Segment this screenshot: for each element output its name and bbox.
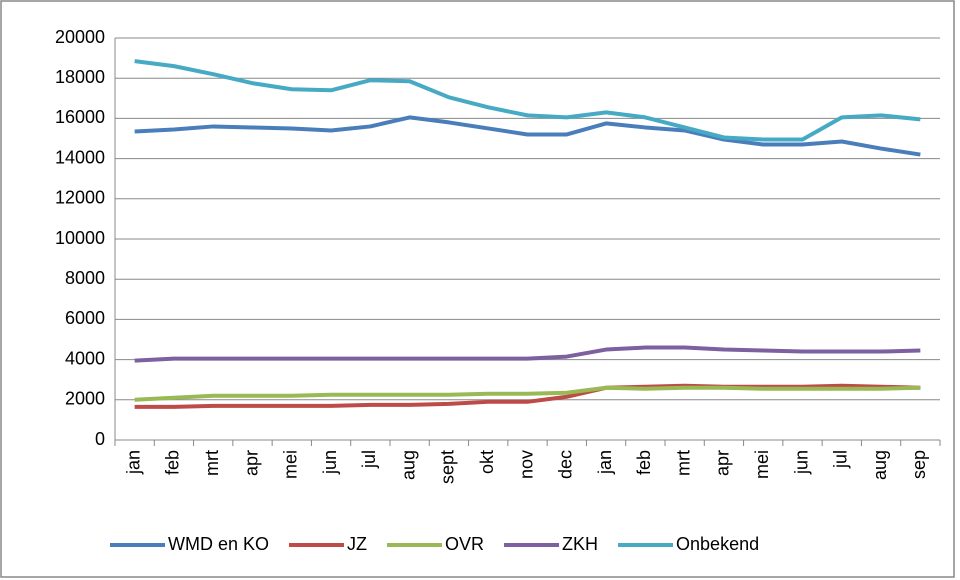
x-tick-label: jul (359, 450, 379, 469)
legend-label: Onbekend (676, 534, 759, 554)
x-tick-label: mei (281, 450, 301, 479)
x-tick-label: jan (595, 450, 615, 475)
x-tick-label: okt (477, 450, 497, 474)
y-tick-label: 18000 (55, 67, 105, 87)
x-tick-label: feb (163, 450, 183, 475)
y-tick-label: 0 (95, 429, 105, 449)
legend-label: OVR (445, 534, 484, 554)
legend-label: ZKH (562, 534, 598, 554)
series-line (134, 115, 921, 157)
x-tick-label: mei (752, 450, 772, 479)
y-tick-label: 12000 (55, 188, 105, 208)
x-tick-label: mrt (202, 450, 222, 476)
x-tick-label: sept (438, 450, 458, 484)
x-tick-label: apr (713, 450, 733, 476)
x-tick-label: aug (398, 450, 418, 480)
legend-label: JZ (347, 534, 367, 554)
x-tick-label: jan (123, 450, 143, 475)
y-tick-label: 10000 (55, 228, 105, 248)
x-tick-label: nov (516, 450, 536, 479)
x-tick-label: jun (320, 450, 340, 475)
x-tick-label: apr (241, 450, 261, 476)
x-tick-label: mrt (673, 450, 693, 476)
series-line (134, 385, 921, 402)
y-tick-label: 8000 (65, 268, 105, 288)
x-tick-label: aug (870, 450, 890, 480)
y-tick-label: 20000 (55, 27, 105, 47)
x-tick-label: sep (909, 450, 929, 479)
series-line (134, 59, 921, 142)
y-tick-label: 4000 (65, 348, 105, 368)
y-tick-label: 6000 (65, 308, 105, 328)
x-tick-label: feb (634, 450, 654, 475)
x-tick-label: dec (556, 450, 576, 479)
x-tick-label: jul (831, 450, 851, 469)
y-tick-label: 14000 (55, 147, 105, 167)
series-line (134, 383, 921, 409)
legend-label: WMD en KO (168, 534, 269, 554)
x-tick-label: jun (791, 450, 811, 475)
series-line (134, 345, 921, 363)
y-tick-label: 2000 (65, 389, 105, 409)
y-tick-label: 16000 (55, 107, 105, 127)
